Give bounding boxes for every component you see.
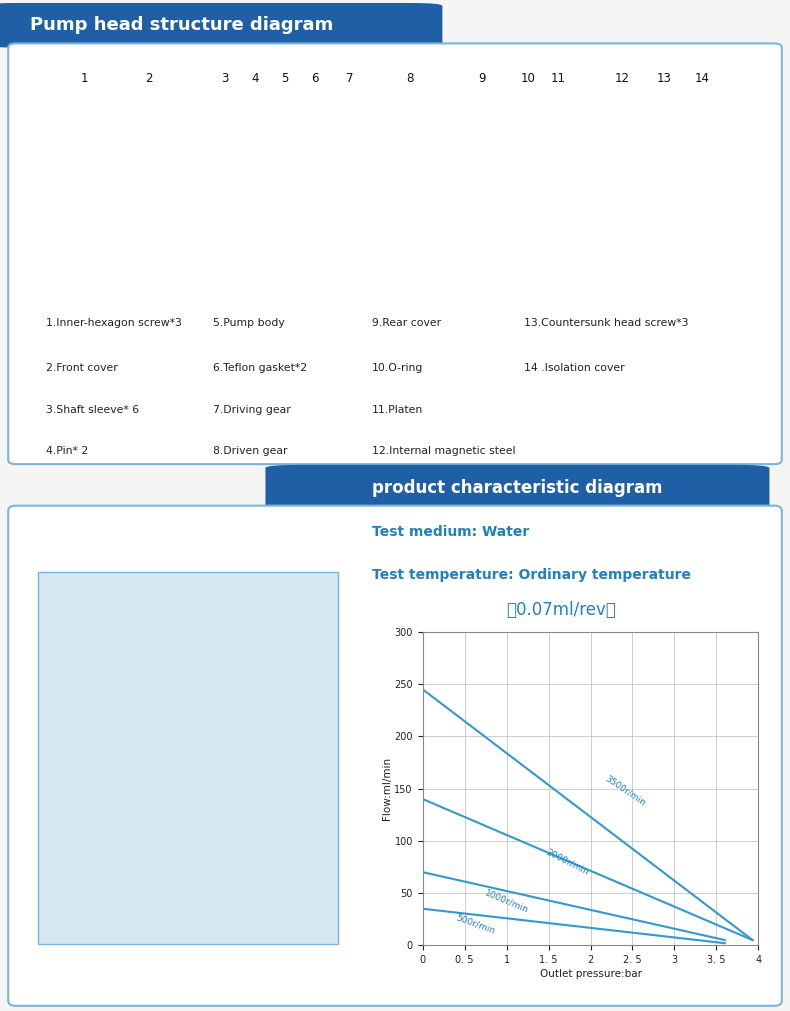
Text: 14: 14 xyxy=(694,72,709,85)
Text: 3: 3 xyxy=(220,72,228,85)
Text: 2000r/min: 2000r/min xyxy=(544,847,590,877)
Text: 13: 13 xyxy=(656,72,672,85)
Text: 10: 10 xyxy=(521,72,535,85)
Text: 5: 5 xyxy=(281,72,288,85)
FancyBboxPatch shape xyxy=(8,506,782,1006)
Text: 14 .Isolation cover: 14 .Isolation cover xyxy=(524,363,625,373)
Text: 12.Internal magnetic steel: 12.Internal magnetic steel xyxy=(372,446,516,456)
Text: Test temperature: Ordinary temperature: Test temperature: Ordinary temperature xyxy=(372,568,691,581)
Y-axis label: Flow:ml/min: Flow:ml/min xyxy=(382,757,392,820)
Text: 9: 9 xyxy=(479,72,486,85)
Text: 【0.07ml/rev】: 【0.07ml/rev】 xyxy=(506,601,616,619)
Text: 5.Pump body: 5.Pump body xyxy=(213,318,284,328)
Text: 12: 12 xyxy=(615,72,630,85)
Text: 1000r/min: 1000r/min xyxy=(483,888,530,915)
Text: Pump head structure diagram: Pump head structure diagram xyxy=(30,16,333,34)
FancyBboxPatch shape xyxy=(8,43,782,464)
Text: 8.Driven gear: 8.Driven gear xyxy=(213,446,288,456)
Text: Test medium: Water: Test medium: Water xyxy=(372,526,529,539)
Text: 9.Rear cover: 9.Rear cover xyxy=(372,318,442,328)
Text: 1: 1 xyxy=(81,72,88,85)
Text: 6.Teflon gasket*2: 6.Teflon gasket*2 xyxy=(213,363,307,373)
Text: 4.Pin* 2: 4.Pin* 2 xyxy=(46,446,88,456)
Text: 6: 6 xyxy=(311,72,319,85)
Text: 10.O-ring: 10.O-ring xyxy=(372,363,423,373)
Text: 1.Inner-hexagon screw*3: 1.Inner-hexagon screw*3 xyxy=(46,318,182,328)
Text: 11.Platen: 11.Platen xyxy=(372,404,423,415)
Text: 8: 8 xyxy=(407,72,414,85)
Text: 2: 2 xyxy=(145,72,152,85)
Text: 3500r/min: 3500r/min xyxy=(603,773,647,808)
Text: 4: 4 xyxy=(251,72,258,85)
Text: 3.Shaft sleeve* 6: 3.Shaft sleeve* 6 xyxy=(46,404,139,415)
Text: 500r/min: 500r/min xyxy=(454,913,496,935)
Text: 11: 11 xyxy=(551,72,566,85)
FancyBboxPatch shape xyxy=(0,3,442,48)
Text: 2.Front cover: 2.Front cover xyxy=(46,363,118,373)
Text: 13.Countersunk head screw*3: 13.Countersunk head screw*3 xyxy=(524,318,688,328)
FancyBboxPatch shape xyxy=(265,465,769,512)
Text: 7.Driving gear: 7.Driving gear xyxy=(213,404,291,415)
Text: 7: 7 xyxy=(346,72,353,85)
Text: product characteristic diagram: product characteristic diagram xyxy=(372,479,663,497)
X-axis label: Outlet pressure:bar: Outlet pressure:bar xyxy=(540,970,641,980)
